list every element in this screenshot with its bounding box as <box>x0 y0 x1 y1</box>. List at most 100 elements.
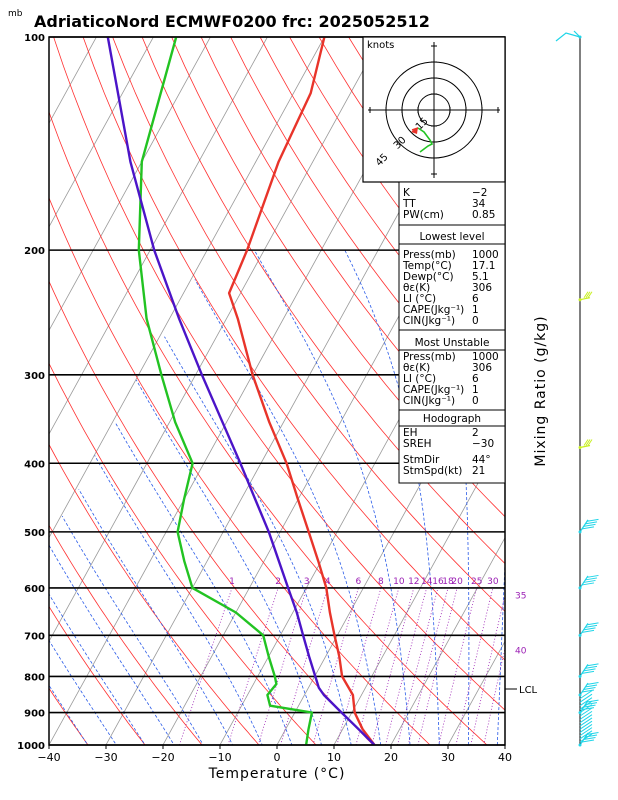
panel-header-box <box>398 409 506 427</box>
wind-barb-flag <box>586 699 599 703</box>
temperature-tick-label: 10 <box>327 751 341 764</box>
index-value: 1 <box>472 304 479 316</box>
parcel-profile <box>106 37 376 745</box>
moist-adiabat-line <box>49 639 117 745</box>
wind-barb-flag <box>579 724 593 733</box>
dry-adiabat-line <box>49 687 89 745</box>
wind-barb-dot <box>578 693 582 697</box>
wind-barb-flag <box>581 526 595 530</box>
pressure-tick-label: 200 <box>24 246 45 257</box>
mixing-ratio-label: 4 <box>325 577 331 587</box>
mixing-ratio-label: 14 <box>421 577 433 587</box>
panel-box-top <box>398 181 506 226</box>
wind-barb-flag <box>581 707 595 711</box>
wind-barb-flag <box>583 523 596 527</box>
index-value: 1 <box>472 384 479 396</box>
pressure-tick-label: 1000 <box>17 741 45 752</box>
wind-barb-flag <box>579 727 593 737</box>
index-label: Temp(°C) <box>402 260 452 272</box>
wind-barb-flag <box>579 730 593 740</box>
wind-barb-flag <box>586 574 599 578</box>
wind-barb <box>578 682 599 697</box>
dry-adiabat-line <box>200 37 505 472</box>
x-axis-label: Temperature (°C) <box>208 766 346 782</box>
lcl-marker: LCL <box>505 685 538 696</box>
moist-adiabat-line <box>253 249 411 745</box>
wind-barb-flag <box>584 624 598 628</box>
mixing-ratio-line <box>385 587 428 745</box>
wind-barb-flag <box>586 518 599 522</box>
index-label: TT <box>402 198 416 210</box>
pressure-tick-label: 100 <box>24 33 45 44</box>
wind-barb <box>578 291 593 302</box>
mixing-ratio-label: 20 <box>451 577 463 587</box>
wind-barb <box>578 439 593 449</box>
index-value: 306 <box>472 362 492 374</box>
mixing-ratio-label: 2 <box>275 577 281 587</box>
pressure-tick-label: 400 <box>24 459 45 470</box>
isotherm-line <box>554 21 618 760</box>
wind-barb-flag <box>585 291 591 298</box>
temperature-profile <box>227 37 376 745</box>
isotherm-line <box>49 37 211 332</box>
index-value: 0 <box>472 315 479 327</box>
lcl-label: LCL <box>519 685 538 696</box>
wind-barb-flag <box>579 707 593 717</box>
temperature-tick-label: 20 <box>384 751 398 764</box>
wind-barb-flag <box>583 291 589 298</box>
panel-section-title: Most Unstable <box>415 337 490 349</box>
wind-barb-flag <box>579 704 593 714</box>
mixing-ratio-label: 40 <box>515 646 527 656</box>
index-label: SREH <box>403 438 432 450</box>
index-value: 1000 <box>472 249 499 261</box>
index-label: θε(K) <box>403 362 430 374</box>
wind-barb-dot <box>578 633 582 637</box>
wind-barb-dot <box>578 674 582 678</box>
index-label: CIN(Jkg⁻¹) <box>403 315 455 327</box>
index-label: StmDir <box>403 454 440 466</box>
index-label: PW(cm) <box>403 209 444 221</box>
index-label: Press(mb) <box>403 351 456 363</box>
wind-barb-flag <box>581 670 595 674</box>
sounding-profiles <box>106 37 376 745</box>
mixing-ratio-label: 8 <box>378 577 384 587</box>
wind-barb <box>578 622 599 637</box>
wind-barb-flag <box>586 732 599 735</box>
index-value: 6 <box>472 373 479 385</box>
temperature-tick-label: 0 <box>274 751 281 764</box>
index-label: CIN(Jkg⁻¹) <box>403 395 455 407</box>
index-label: LI (°C) <box>403 293 436 305</box>
mixing-ratio-label: 30 <box>487 577 499 587</box>
wind-barb-flag <box>579 714 593 724</box>
mixing-ratio-line <box>179 587 233 745</box>
moist-adiabat-line <box>114 422 293 745</box>
mixing-ratio-label: 6 <box>356 577 362 587</box>
wind-barb-flag <box>581 582 595 586</box>
index-label: Press(mb) <box>403 249 456 261</box>
index-label: K <box>403 187 411 199</box>
mixing-ratio-line <box>483 646 505 745</box>
index-value: 0 <box>472 395 479 407</box>
index-value: 34 <box>472 198 486 210</box>
wind-barb-shaft <box>555 32 581 42</box>
moist-adiabat-line <box>49 593 146 745</box>
pressure-tick-labels: 100 200 300 400 500 600 700 800 900 1000 <box>17 33 45 752</box>
isotherm-line <box>49 37 325 539</box>
wind-barb-flag <box>581 739 595 743</box>
isotherm-line <box>49 37 97 125</box>
moist-adiabat-line <box>78 488 234 745</box>
wind-barb-flag <box>584 684 598 688</box>
temperature-tick-label: 40 <box>498 751 512 764</box>
wind-barb-flag <box>579 697 593 707</box>
wind-barb-dot <box>578 586 582 590</box>
index-value: 6 <box>472 293 479 305</box>
wind-barb-flag <box>579 690 593 700</box>
wind-barb-dot <box>578 298 582 302</box>
moist-adiabat-line <box>164 336 352 745</box>
wind-barb-flag <box>579 710 593 720</box>
wind-barb-dot <box>578 530 582 534</box>
mixing-ratio-label: 16 <box>432 577 444 587</box>
